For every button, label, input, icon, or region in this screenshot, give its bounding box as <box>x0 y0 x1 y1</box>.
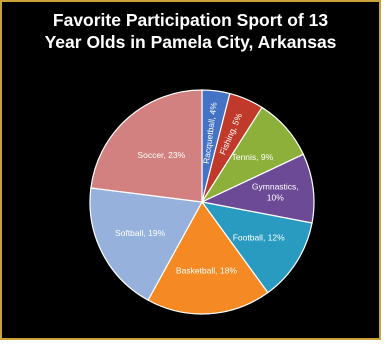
pie-slice-soccer <box>90 89 203 203</box>
chart-frame: Favorite Participation Sport of 13 Year … <box>0 0 381 340</box>
data-label-basketball: Basketball, 18% <box>176 266 237 276</box>
data-label-soccer: Soccer, 23% <box>137 150 185 160</box>
data-label-football: Football, 12% <box>233 232 285 242</box>
chart-title: Favorite Participation Sport of 13 Year … <box>2 9 379 53</box>
data-label-gymnastics: Gymnastics, 10% <box>252 182 299 203</box>
pie-slice-softball <box>89 187 203 301</box>
pie-slice-football <box>200 201 313 294</box>
chart-title-line-1: Favorite Participation Sport of 13 <box>52 10 329 30</box>
data-label-softball: Softball, 19% <box>115 228 166 238</box>
pie-chart: Racquetball, 4%Fishing, 5%Tennis, 9%Gymn… <box>89 89 315 315</box>
pie-slice-basketball <box>147 200 269 315</box>
chart-title-line-2: Year Olds in Pamela City, Arkansas <box>44 32 337 52</box>
data-label-tennis: Tennis, 9% <box>232 152 274 162</box>
